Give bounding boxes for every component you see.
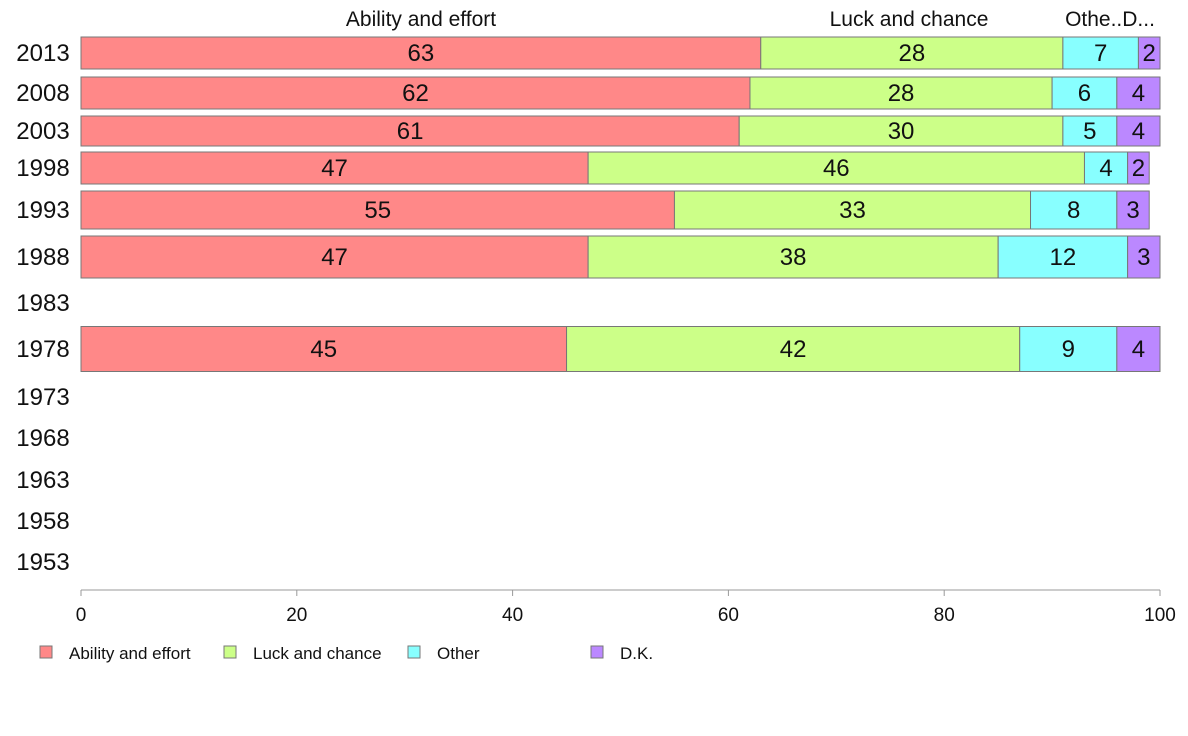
bar-label-1978-series-2: 9 [1062,336,1075,363]
legend-swatch-0 [39,645,53,659]
bar-1998-series-3 [1127,151,1150,185]
year-label-2008: 2008 [16,80,69,107]
year-label-1968: 1968 [16,425,69,452]
bar-1978-series-1 [566,326,1021,372]
bar-2008-series-0 [80,76,751,110]
bar-2013-series-3 [1137,36,1161,70]
legend-swatch-2 [407,645,421,659]
x-tick-label-20: 20 [286,605,307,626]
year-label-2003: 2003 [16,118,69,145]
bar-label-1988-series-2: 12 [1050,244,1077,271]
bar-2008-series-1 [749,76,1053,110]
bar-label-2013-series-0: 63 [408,40,435,67]
bar-label-2013-series-1: 28 [898,40,925,67]
bar-label-2003-series-3: 4 [1132,118,1145,145]
bar-label-1988-series-1: 38 [780,244,807,271]
x-tick-label-40: 40 [502,605,523,626]
bar-label-1998-series-3: 2 [1132,155,1145,182]
bar-label-2013-series-3: 2 [1143,40,1156,67]
year-label-1978: 1978 [16,336,69,363]
bar-1993-series-3 [1116,190,1150,230]
bar-2008-series-2 [1051,76,1118,110]
bar-2003-series-0 [80,115,740,147]
bar-label-2008-series-1: 28 [888,80,915,107]
year-label-1953: 1953 [16,549,69,576]
year-labels: 2013 2008 2003 1998 1993 1988 1983 1978 1973 1968… [16,40,69,576]
legend-label-3: D.K. [620,644,653,663]
year-label-2013: 2013 [16,40,69,67]
bar-2013-series-0 [80,36,762,70]
bar-2003-series-2 [1062,115,1118,147]
legend-label-2: Other [437,644,480,663]
bar-2008-series-3 [1116,76,1161,110]
bar-label-1993-series-2: 8 [1067,197,1080,224]
legend-swatch-1 [223,645,237,659]
bar-label-1978-series-3: 4 [1132,336,1145,363]
bar-1998-series-2 [1083,151,1129,185]
legend-label-1: Luck and chance [253,644,382,663]
bar-label-2008-series-0: 62 [402,80,429,107]
x-axis: 0 20 40 60 80 100 [76,589,1176,626]
bar-1978-series-0 [80,326,568,372]
bar-label-1993-series-0: 55 [364,197,391,224]
bar-label-1978-series-0: 45 [310,336,337,363]
column-headers: Ability and effort Luck and chance Othe.… [346,8,1155,31]
year-label-1958: 1958 [16,508,69,535]
bar-label-2003-series-2: 5 [1083,118,1096,145]
bar-label-2003-series-1: 30 [888,118,915,145]
bar-2013-series-1 [760,36,1064,70]
bar-label-1978-series-1: 42 [780,336,807,363]
year-label-1973: 1973 [16,384,69,411]
bar-1998-series-0 [80,151,589,185]
legend-label-0: Ability and effort [69,644,191,663]
bar-label-1998-series-2: 4 [1099,155,1112,182]
bar-label-1988-series-3: 3 [1137,244,1150,271]
legend: Ability and effort Luck and chance Other D.… [39,644,653,663]
x-tick-label-100: 100 [1144,605,1176,626]
legend-swatch-3 [590,645,604,659]
year-label-1998: 1998 [16,155,69,182]
x-tick-label-0: 0 [76,605,87,626]
bar-label-2008-series-3: 4 [1132,80,1145,107]
year-label-1988: 1988 [16,244,69,271]
bar-label-1993-series-1: 33 [839,197,866,224]
column-header-ability: Ability and effort [346,8,496,31]
year-label-1983: 1983 [16,290,69,317]
bar-1988-series-2 [997,235,1129,279]
bar-1993-series-2 [1030,190,1118,230]
bar-2003-series-3 [1116,115,1161,147]
bar-label-2003-series-0: 61 [397,118,424,145]
bar-label-1988-series-0: 47 [321,244,348,271]
x-tick-label-80: 80 [934,605,955,626]
year-label-1993: 1993 [16,197,69,224]
bar-2003-series-1 [738,115,1064,147]
bars: 63 28 7 262 28 6 461 30 5 447 46 4 255 33 8 347 38 12 345 4… [80,36,1161,372]
bar-2013-series-2 [1062,36,1139,70]
year-label-1963: 1963 [16,467,69,494]
bar-1988-series-3 [1127,235,1161,279]
bar-1978-series-3 [1116,326,1161,372]
column-header-luck: Luck and chance [830,8,989,31]
column-header-other-dk: Othe..D... [1065,8,1155,31]
bar-label-1998-series-1: 46 [823,155,850,182]
bar-label-1998-series-0: 47 [321,155,348,182]
bar-label-2013-series-2: 7 [1094,40,1107,67]
bar-label-1993-series-3: 3 [1126,197,1139,224]
bar-1998-series-1 [587,151,1085,185]
x-tick-label-60: 60 [718,605,739,626]
bar-label-2008-series-2: 6 [1078,80,1091,107]
